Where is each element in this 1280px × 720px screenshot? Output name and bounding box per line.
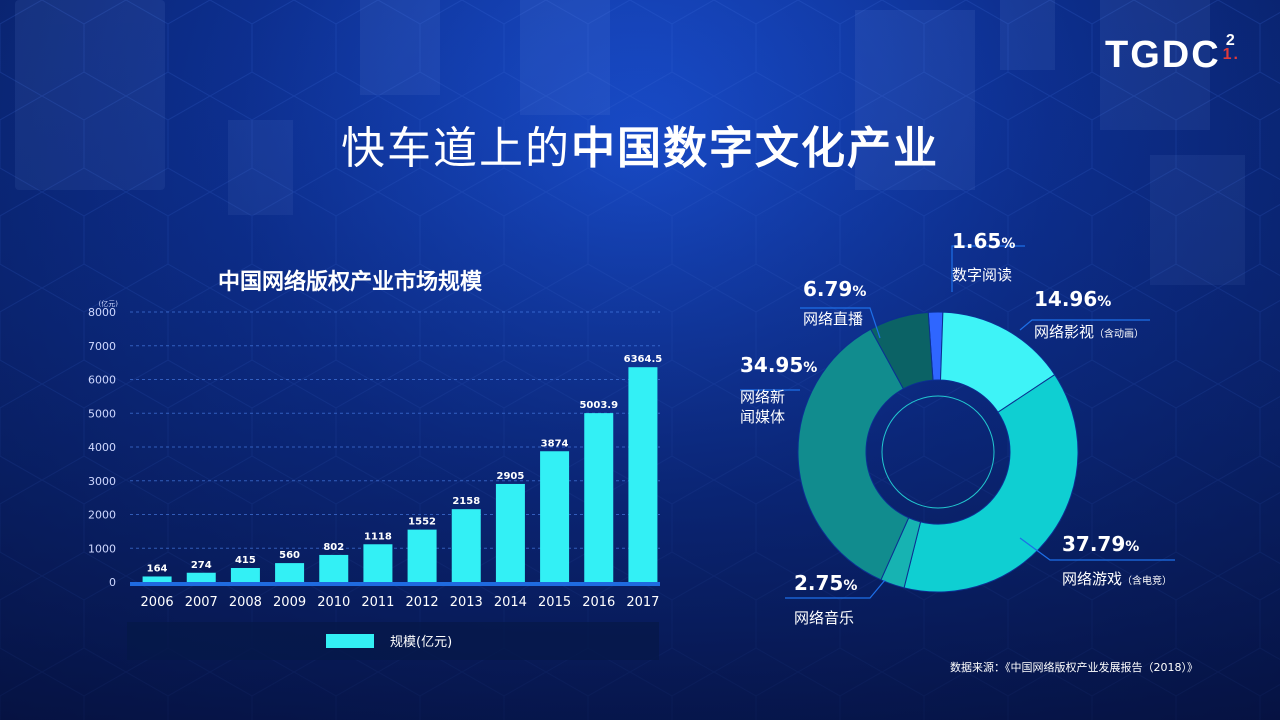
x-tick-label: 2011	[361, 595, 394, 610]
donut-percent-label: 1.65%	[952, 229, 1015, 253]
data-source-note: 数据来源：《中国网络版权产业发展报告（2018）》	[950, 661, 1198, 674]
bar-chart-title: 中国网络版权产业市场规模	[218, 270, 483, 295]
y-tick-label: 6000	[88, 374, 116, 387]
donut-category-label: 网络新	[740, 388, 785, 406]
y-axis-unit-label: (亿元)	[99, 299, 119, 308]
donut-leader-line	[951, 245, 1025, 292]
bar-2010	[319, 554, 349, 582]
bar-value-label: 415	[235, 555, 256, 566]
x-axis-baseline	[130, 582, 660, 586]
donut-chart: 1.65% 数字阅读 14.96% 网络影视（含动画） 37.79% 网络游戏（含电竞） 2…	[740, 229, 1175, 627]
donut-percent-label: 2.75%	[794, 571, 857, 595]
x-tick-label: 2007	[185, 595, 218, 610]
bar-value-label: 6364.5	[624, 354, 663, 365]
page-title-bold: 中国数字文化产业	[571, 123, 939, 174]
donut-category-label: 网络音乐	[794, 609, 854, 627]
donut-slice-2	[903, 373, 1079, 593]
legend-label: 规模(亿元)	[390, 635, 452, 650]
x-tick-label: 2006	[141, 595, 174, 610]
bar-2013	[451, 509, 481, 582]
y-tick-label: 7000	[88, 340, 116, 353]
page-title-light: 快车道上的	[341, 123, 571, 174]
donut-percent-label: 6.79%	[803, 277, 866, 301]
x-tick-label: 2017	[626, 595, 659, 610]
page-title: 快车道上的中国数字文化产业	[0, 112, 1280, 176]
bar-2006	[142, 576, 172, 582]
x-tick-label: 2010	[317, 595, 350, 610]
bar-2014	[495, 483, 525, 582]
donut-slice-5	[870, 311, 934, 390]
bar-chart: (亿元) 0 1000 2000 3000 4000 5000 6000 7000 8000 164…	[88, 299, 663, 660]
donut-category-label: 数字阅读	[952, 266, 1012, 284]
bar-value-label: 802	[323, 542, 344, 553]
donut-category-label: 网络影视（含动画）	[1034, 323, 1144, 341]
bar-2011	[363, 544, 393, 582]
y-tick-label: 8000	[88, 306, 116, 319]
donut-leader-line	[785, 579, 886, 599]
bar-2015	[540, 451, 570, 582]
x-tick-label: 2009	[273, 595, 306, 610]
bar-value-label: 164	[147, 563, 168, 574]
bar-value-label: 2158	[452, 496, 480, 507]
bar-value-label: 274	[191, 560, 212, 571]
bar-value-label: 1552	[408, 517, 436, 528]
bar-2007	[186, 572, 216, 582]
bar-value-label: 3874	[541, 438, 569, 449]
bar-2016	[584, 413, 614, 582]
x-tick-label: 2008	[229, 595, 262, 610]
donut-percent-label: 37.79%	[1062, 532, 1139, 556]
tgdc-logo: TGDC 2 1.	[1105, 32, 1240, 77]
donut-leader-line	[1019, 319, 1150, 331]
legend-box	[127, 622, 659, 660]
donut-category-label: 网络直播	[803, 310, 863, 328]
bar-2008	[230, 567, 260, 582]
bar-2017	[628, 367, 658, 582]
donut-percent-label: 14.96%	[1034, 287, 1111, 311]
donut-inner-ring	[881, 395, 995, 509]
donut-leader-line	[1019, 537, 1175, 561]
x-tick-label: 2014	[494, 595, 527, 610]
y-tick-label: 1000	[88, 542, 116, 555]
bar-2012	[407, 529, 437, 582]
bar-value-label: 2905	[496, 471, 524, 482]
donut-category-label: 闻媒体	[740, 408, 785, 426]
legend-swatch	[326, 634, 374, 648]
y-tick-label: 3000	[88, 475, 116, 488]
x-tick-label: 2013	[450, 595, 483, 610]
bar-value-label: 560	[279, 550, 300, 561]
donut-leader-line	[800, 307, 881, 339]
donut-category-label: 网络游戏（含电竞）	[1062, 570, 1172, 588]
y-tick-label: 2000	[88, 509, 116, 522]
x-tick-label: 2012	[406, 595, 439, 610]
y-tick-label: 0	[109, 576, 116, 589]
bar-2009	[275, 563, 305, 582]
y-tick-label: 5000	[88, 407, 116, 420]
bar-value-label: 5003.9	[579, 400, 618, 411]
donut-percent-label: 34.95%	[740, 353, 817, 377]
x-tick-label: 2016	[582, 595, 615, 610]
x-tick-label: 2015	[538, 595, 571, 610]
bar-value-label: 1118	[364, 531, 392, 542]
y-tick-label: 4000	[88, 441, 116, 454]
donut-slice-4	[797, 328, 910, 581]
